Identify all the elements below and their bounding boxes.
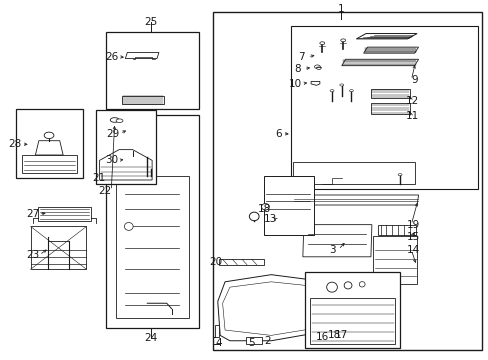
Bar xyxy=(106,114,199,328)
Text: 3: 3 xyxy=(328,245,335,255)
Polygon shape xyxy=(222,282,317,336)
Polygon shape xyxy=(217,275,324,341)
Text: 29: 29 xyxy=(106,129,120,139)
Polygon shape xyxy=(302,225,371,257)
Polygon shape xyxy=(292,162,414,184)
Text: 18: 18 xyxy=(327,330,340,341)
Polygon shape xyxy=(125,53,159,59)
Text: 25: 25 xyxy=(144,17,158,27)
Text: 24: 24 xyxy=(144,333,158,343)
Bar xyxy=(212,12,481,350)
Text: 7: 7 xyxy=(298,52,305,62)
Ellipse shape xyxy=(316,67,321,69)
Ellipse shape xyxy=(329,90,333,92)
Polygon shape xyxy=(127,121,133,138)
Polygon shape xyxy=(215,325,219,337)
Text: 15: 15 xyxy=(406,232,420,242)
Ellipse shape xyxy=(397,174,401,176)
Polygon shape xyxy=(30,226,86,269)
Polygon shape xyxy=(117,156,153,167)
Ellipse shape xyxy=(359,282,365,287)
Text: 21: 21 xyxy=(92,173,105,183)
Text: 11: 11 xyxy=(405,111,418,121)
Polygon shape xyxy=(219,259,264,265)
Text: 14: 14 xyxy=(406,245,420,255)
Ellipse shape xyxy=(349,90,353,92)
Polygon shape xyxy=(125,141,140,157)
Polygon shape xyxy=(372,237,416,284)
Text: 16: 16 xyxy=(315,332,328,342)
Text: 19: 19 xyxy=(406,220,420,230)
Ellipse shape xyxy=(339,84,343,86)
Bar xyxy=(290,26,477,189)
Text: 10: 10 xyxy=(288,78,302,89)
Ellipse shape xyxy=(116,119,122,122)
Polygon shape xyxy=(370,103,409,114)
Text: 28: 28 xyxy=(8,139,21,149)
Bar xyxy=(16,109,83,178)
Ellipse shape xyxy=(249,212,259,221)
Text: 26: 26 xyxy=(105,52,119,62)
Text: 1: 1 xyxy=(337,4,344,14)
Ellipse shape xyxy=(340,39,345,42)
Text: 22: 22 xyxy=(98,186,111,196)
Text: 5: 5 xyxy=(247,338,254,347)
Ellipse shape xyxy=(261,203,269,210)
Polygon shape xyxy=(22,155,77,173)
Polygon shape xyxy=(38,207,91,221)
Polygon shape xyxy=(370,89,409,98)
Polygon shape xyxy=(377,225,415,235)
Bar xyxy=(96,111,155,184)
Text: 2: 2 xyxy=(264,336,271,346)
Text: 20: 20 xyxy=(208,257,222,267)
Polygon shape xyxy=(116,176,188,318)
Text: 12: 12 xyxy=(405,96,418,107)
Text: 4: 4 xyxy=(215,338,222,347)
Polygon shape xyxy=(341,59,418,66)
Polygon shape xyxy=(122,96,164,104)
Text: 18: 18 xyxy=(257,203,270,213)
Text: 23: 23 xyxy=(26,250,40,260)
Ellipse shape xyxy=(110,118,119,122)
Polygon shape xyxy=(363,47,418,53)
Ellipse shape xyxy=(44,132,54,139)
Polygon shape xyxy=(245,337,261,344)
Polygon shape xyxy=(292,195,418,205)
Text: 17: 17 xyxy=(334,330,347,341)
Text: 6: 6 xyxy=(275,129,281,139)
Text: 13: 13 xyxy=(264,214,277,224)
Polygon shape xyxy=(356,33,416,39)
Text: 27: 27 xyxy=(26,209,39,219)
Ellipse shape xyxy=(344,282,351,289)
Ellipse shape xyxy=(314,65,320,68)
Text: 30: 30 xyxy=(104,156,118,165)
Ellipse shape xyxy=(319,42,324,45)
Text: 8: 8 xyxy=(294,64,300,73)
Polygon shape xyxy=(310,81,319,85)
Bar xyxy=(305,272,399,348)
Polygon shape xyxy=(309,298,394,344)
Ellipse shape xyxy=(326,282,337,292)
Ellipse shape xyxy=(124,222,133,230)
Bar xyxy=(264,176,313,235)
Text: 9: 9 xyxy=(410,75,417,85)
Bar xyxy=(106,32,199,109)
Polygon shape xyxy=(100,150,152,180)
Polygon shape xyxy=(35,141,63,155)
